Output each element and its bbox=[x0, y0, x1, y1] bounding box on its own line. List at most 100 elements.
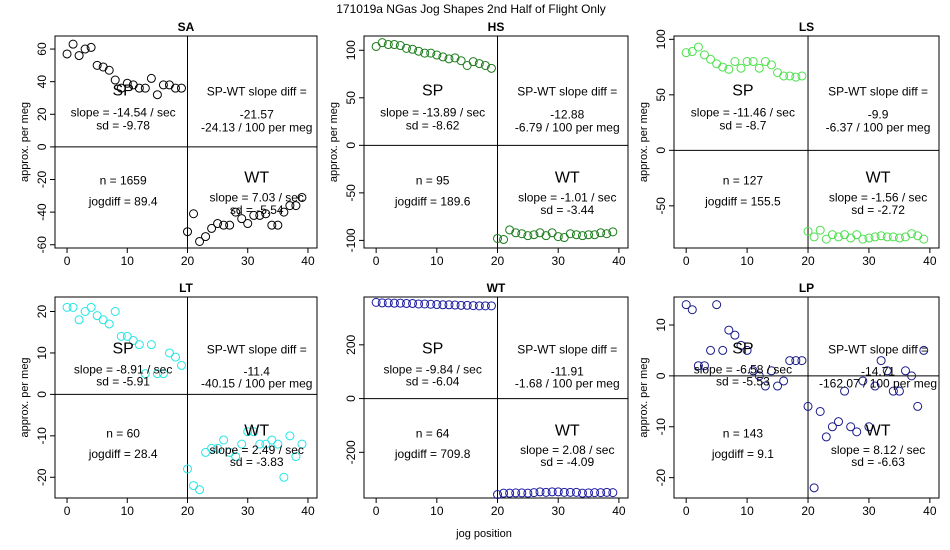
data-point bbox=[201, 232, 211, 242]
data-point bbox=[279, 207, 289, 217]
data-point bbox=[919, 234, 929, 244]
slope-diff-label: SP-WT slope diff = bbox=[828, 84, 928, 98]
data-point bbox=[559, 487, 569, 497]
data-point bbox=[699, 361, 709, 371]
data-point bbox=[846, 422, 856, 432]
data-point bbox=[791, 72, 801, 82]
data-point bbox=[907, 229, 917, 239]
data-point bbox=[517, 488, 527, 498]
data-point bbox=[377, 298, 387, 308]
data-point bbox=[170, 83, 180, 93]
data-point bbox=[116, 331, 126, 341]
data-point bbox=[146, 73, 156, 83]
data-point bbox=[140, 369, 150, 379]
data-point bbox=[541, 231, 551, 241]
data-point bbox=[462, 300, 472, 310]
data-point bbox=[297, 439, 307, 449]
y-axis-label: approx. per meg bbox=[19, 102, 31, 182]
x-tick-label: 0 bbox=[373, 254, 380, 268]
x-tick-label: 40 bbox=[301, 504, 315, 518]
data-point bbox=[273, 220, 283, 230]
y-tick-label: -50 bbox=[654, 197, 668, 215]
slope-diff-label: SP-WT slope diff = bbox=[207, 342, 307, 356]
sp-sd: sd = -8.7 bbox=[719, 118, 766, 132]
data-point bbox=[377, 38, 387, 48]
data-point bbox=[231, 452, 241, 462]
panel-title: LT bbox=[179, 281, 193, 295]
data-point bbox=[134, 340, 144, 350]
wt-label: WT bbox=[244, 169, 269, 186]
y-tick-label: -60 bbox=[35, 236, 49, 254]
data-point bbox=[553, 232, 563, 242]
data-point bbox=[219, 220, 229, 230]
data-point bbox=[541, 487, 551, 497]
data-point bbox=[699, 50, 709, 60]
data-point bbox=[876, 356, 886, 366]
data-point bbox=[86, 42, 96, 52]
wt-label: WT bbox=[866, 169, 891, 186]
sp-label: SP bbox=[112, 340, 133, 357]
data-point bbox=[803, 226, 813, 236]
wt-label: WT bbox=[244, 423, 269, 440]
slope-diff-label: SP-WT slope diff = bbox=[207, 84, 307, 98]
x-axis-label: jog position bbox=[455, 528, 512, 540]
data-point bbox=[511, 228, 521, 238]
data-point bbox=[852, 230, 862, 240]
x-tick-label: 10 bbox=[740, 254, 754, 268]
data-point bbox=[68, 302, 78, 312]
data-point bbox=[571, 487, 581, 497]
data-point bbox=[815, 225, 825, 235]
data-point bbox=[602, 487, 612, 497]
data-point bbox=[383, 298, 393, 308]
wt-sd: sd = -3.83 bbox=[230, 455, 284, 469]
sp-sd: sd = -5.53 bbox=[716, 374, 770, 388]
jogdiff-value: jogdiff = 89.4 bbox=[88, 195, 158, 209]
data-point bbox=[529, 488, 539, 498]
data-point bbox=[285, 431, 295, 441]
y-tick-label: 20 bbox=[35, 107, 49, 121]
data-point bbox=[116, 83, 126, 93]
data-point bbox=[766, 366, 776, 376]
data-point bbox=[249, 210, 259, 220]
data-point bbox=[833, 232, 843, 242]
slope-diff-value: -21.57 bbox=[240, 108, 274, 122]
data-point bbox=[255, 439, 265, 449]
wt-label: WT bbox=[555, 169, 580, 186]
y-tick-label: -50 bbox=[344, 184, 358, 202]
data-point bbox=[809, 232, 819, 242]
data-point bbox=[553, 487, 563, 497]
data-point bbox=[395, 41, 405, 51]
data-point bbox=[754, 63, 764, 73]
y-tick-label: 0 bbox=[35, 391, 49, 398]
x-tick-label: 40 bbox=[923, 504, 937, 518]
data-point bbox=[152, 90, 162, 100]
data-point bbox=[225, 220, 235, 230]
data-point bbox=[870, 381, 880, 391]
data-point bbox=[565, 229, 575, 239]
x-tick-label: 0 bbox=[64, 254, 71, 268]
data-point bbox=[742, 345, 752, 355]
data-point bbox=[681, 48, 691, 58]
data-point bbox=[840, 386, 850, 396]
jogdiff-value: jogdiff = 155.5 bbox=[704, 195, 781, 209]
data-point bbox=[779, 376, 789, 386]
y-tick-label: -200 bbox=[344, 440, 358, 464]
data-point bbox=[724, 325, 734, 335]
y-axis-label: approx. per meg bbox=[19, 357, 31, 437]
wt-label: WT bbox=[555, 423, 580, 440]
data-point bbox=[395, 298, 405, 308]
data-point bbox=[183, 464, 193, 474]
data-point bbox=[706, 345, 716, 355]
data-point bbox=[408, 298, 418, 308]
data-point bbox=[237, 439, 247, 449]
data-point bbox=[62, 302, 72, 312]
data-point bbox=[797, 71, 807, 81]
data-point bbox=[243, 427, 253, 437]
sp-slope: slope = -11.46 / sec bbox=[691, 106, 795, 120]
data-point bbox=[207, 223, 217, 233]
x-tick-label: 30 bbox=[552, 254, 566, 268]
data-point bbox=[852, 427, 862, 437]
data-point bbox=[231, 207, 241, 217]
